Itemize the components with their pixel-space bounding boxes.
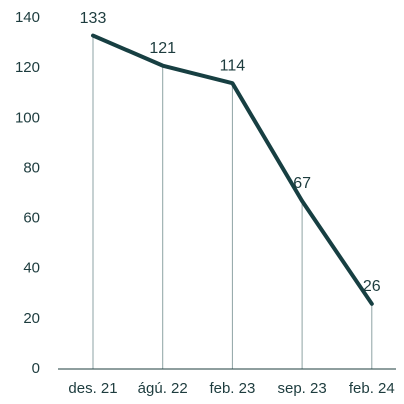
value-label: 133 (80, 10, 107, 27)
value-label: 121 (149, 40, 176, 57)
value-label: 26 (363, 278, 381, 295)
x-tick-label: sep. 23 (277, 380, 326, 397)
y-tick-label: 100 (15, 109, 40, 126)
line (91, 33, 374, 306)
y-tick-label: 0 (32, 360, 40, 377)
y-tick-label: 60 (23, 210, 40, 227)
y-tick-label: 40 (23, 260, 40, 277)
x-tick-label: ágú. 22 (138, 380, 188, 397)
y-tick-label: 20 (23, 310, 40, 327)
y-tick-label: 140 (15, 9, 40, 26)
x-tick-label: feb. 23 (209, 380, 255, 397)
x-tick-label: feb. 24 (349, 380, 395, 397)
value-label: 67 (293, 175, 311, 192)
x-tick-label: des. 21 (68, 380, 117, 397)
y-tick-label: 80 (23, 159, 40, 176)
value-label: 114 (220, 57, 246, 74)
y-tick-label: 120 (15, 59, 40, 76)
